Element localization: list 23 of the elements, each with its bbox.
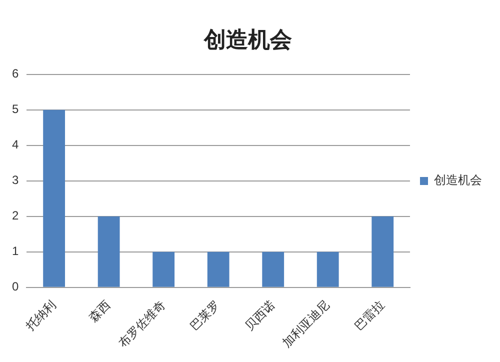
legend-label: 创造机会 [434,173,482,188]
x-tick-label: 加利亚迪尼 [280,298,332,350]
bar [43,110,66,287]
y-tick-label: 1 [12,244,19,258]
bar [316,252,339,287]
bar [262,252,284,287]
y-tick-label: 3 [12,173,19,188]
bar [152,252,175,287]
bar [207,252,230,287]
bar [372,216,394,287]
x-tick-label: 托纳利 [22,298,58,334]
x-tick-label: 巴莱罗 [187,298,223,334]
x-tick-label: 巴雷拉 [352,298,387,334]
y-tick-label: 0 [12,280,19,294]
bar [98,216,120,287]
y-tick-label: 5 [12,102,19,116]
y-tick-label: 2 [12,208,19,223]
x-tick-label: 贝西诺 [242,298,278,334]
x-tick-label: 布罗佐维奇 [116,298,168,350]
x-tick-label: 森西 [86,298,114,325]
y-tick-label: 4 [12,138,19,152]
chart-title: 创造机会 [203,28,293,53]
y-tick-label: 6 [12,66,19,81]
